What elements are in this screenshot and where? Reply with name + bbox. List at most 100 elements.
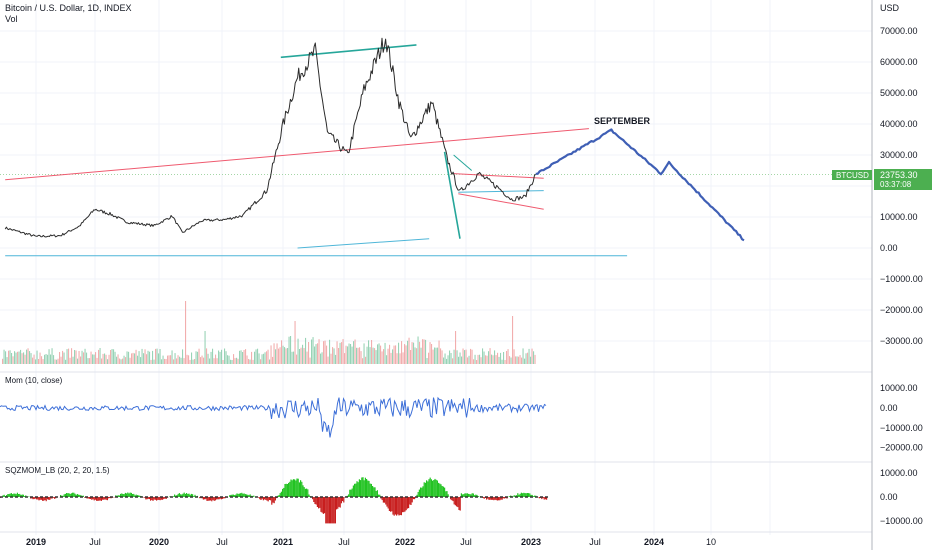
volume-bar (369, 347, 371, 364)
volume-bar (300, 347, 302, 364)
squeeze-bar (90, 497, 92, 499)
volume-bar (353, 341, 355, 364)
squeeze-bar (124, 492, 126, 497)
volume-bar (527, 352, 529, 364)
squeeze-bar (32, 497, 34, 500)
volume-bar (27, 348, 29, 364)
volume-bar (231, 360, 233, 364)
volume-bar (450, 353, 452, 364)
volume-bar (411, 342, 413, 364)
squeeze-bar (475, 494, 477, 497)
squeeze-bar (502, 497, 504, 499)
squeeze-bar (154, 497, 156, 500)
squeeze-bar (273, 497, 275, 504)
volume-bar (12, 356, 14, 364)
volume-bar (50, 354, 52, 364)
price-tick-label: 40000.00 (880, 119, 918, 129)
squeeze-bar (109, 497, 111, 498)
squeeze-bar (150, 497, 152, 501)
squeeze-bar (326, 497, 328, 524)
squeeze-bar (94, 497, 96, 500)
squeeze-bar (303, 487, 305, 497)
squeeze-bar (399, 497, 401, 515)
squeeze-bar (374, 487, 376, 497)
squeeze-bar (241, 492, 243, 497)
volume-bar (167, 355, 169, 364)
volume-bar (384, 342, 386, 364)
volume-bar (56, 359, 58, 364)
squeeze-bar (489, 497, 491, 500)
squeeze-bar (106, 497, 108, 501)
squeeze-bar (398, 497, 400, 516)
volume-bar (485, 355, 487, 364)
squeeze-bar (172, 496, 174, 497)
volume-bar (497, 352, 499, 364)
volume-bar (419, 341, 421, 364)
volume-bar (434, 347, 436, 364)
volume-bar (15, 352, 17, 364)
squeeze-bar (315, 497, 317, 505)
volume-bar (54, 359, 56, 364)
squeeze-bar (134, 495, 136, 497)
squeeze-bar (356, 481, 358, 497)
squeeze-bar (458, 497, 460, 510)
volume-bar (534, 354, 536, 364)
squeeze-bar (304, 488, 306, 497)
volume-bar (335, 354, 337, 364)
squeeze-bar (39, 497, 41, 500)
volume-bar (414, 347, 416, 364)
volume-bar (467, 357, 469, 364)
squeeze-bar (146, 497, 148, 500)
squeeze-bar (436, 480, 438, 497)
squeeze-bar (139, 495, 141, 497)
squeeze-bar (136, 495, 138, 497)
volume-bar (107, 359, 109, 364)
squeeze-bar (318, 497, 320, 509)
volume-bar (347, 346, 349, 364)
volume-bar (8, 350, 10, 364)
volume-bar (404, 344, 406, 364)
volume-bar (501, 359, 503, 364)
volume-bar (392, 349, 394, 364)
squeeze-bar (242, 493, 244, 497)
squeeze-bar (115, 495, 117, 497)
squeeze-bar (207, 497, 209, 501)
volume-bar (375, 350, 377, 364)
squeeze-bar (67, 493, 69, 497)
squeeze-bar (24, 496, 26, 497)
squeeze-bar (132, 494, 134, 497)
volume-bar (509, 356, 511, 364)
volume-bar (395, 345, 397, 364)
squeeze-bar (301, 481, 303, 497)
squeeze-histogram (0, 477, 548, 524)
squeeze-bar (314, 497, 316, 504)
volume-bar (164, 358, 166, 364)
squeeze-bar (270, 497, 272, 501)
squeeze-bar (357, 482, 359, 497)
squeeze-bar (428, 479, 430, 497)
time-axis-label: Jul (338, 537, 350, 547)
volume-bar (14, 351, 16, 364)
volume-bar (327, 356, 329, 364)
volume-bar (425, 339, 427, 364)
volume-bar (222, 360, 224, 364)
volume-bar (360, 351, 362, 364)
squeeze-bar (135, 494, 137, 497)
trend-line-teal-flag (453, 154, 473, 171)
squeeze-bar (373, 487, 375, 497)
volume-bar (453, 349, 455, 364)
volume-bar (68, 348, 70, 364)
volume-bar (213, 358, 215, 364)
squeeze-bar (289, 481, 291, 497)
squeeze-bar (476, 494, 478, 497)
volume-bar (233, 354, 235, 364)
squeeze-bar (412, 497, 414, 500)
squeeze-bar (284, 484, 286, 497)
squeeze-bar (280, 491, 282, 497)
volume-bar (5, 351, 7, 364)
squeeze-bar (520, 492, 522, 497)
volume-bar (9, 350, 11, 364)
squeeze-bar (27, 496, 29, 497)
volume-bar (390, 352, 392, 364)
squeeze-bar (91, 497, 93, 500)
